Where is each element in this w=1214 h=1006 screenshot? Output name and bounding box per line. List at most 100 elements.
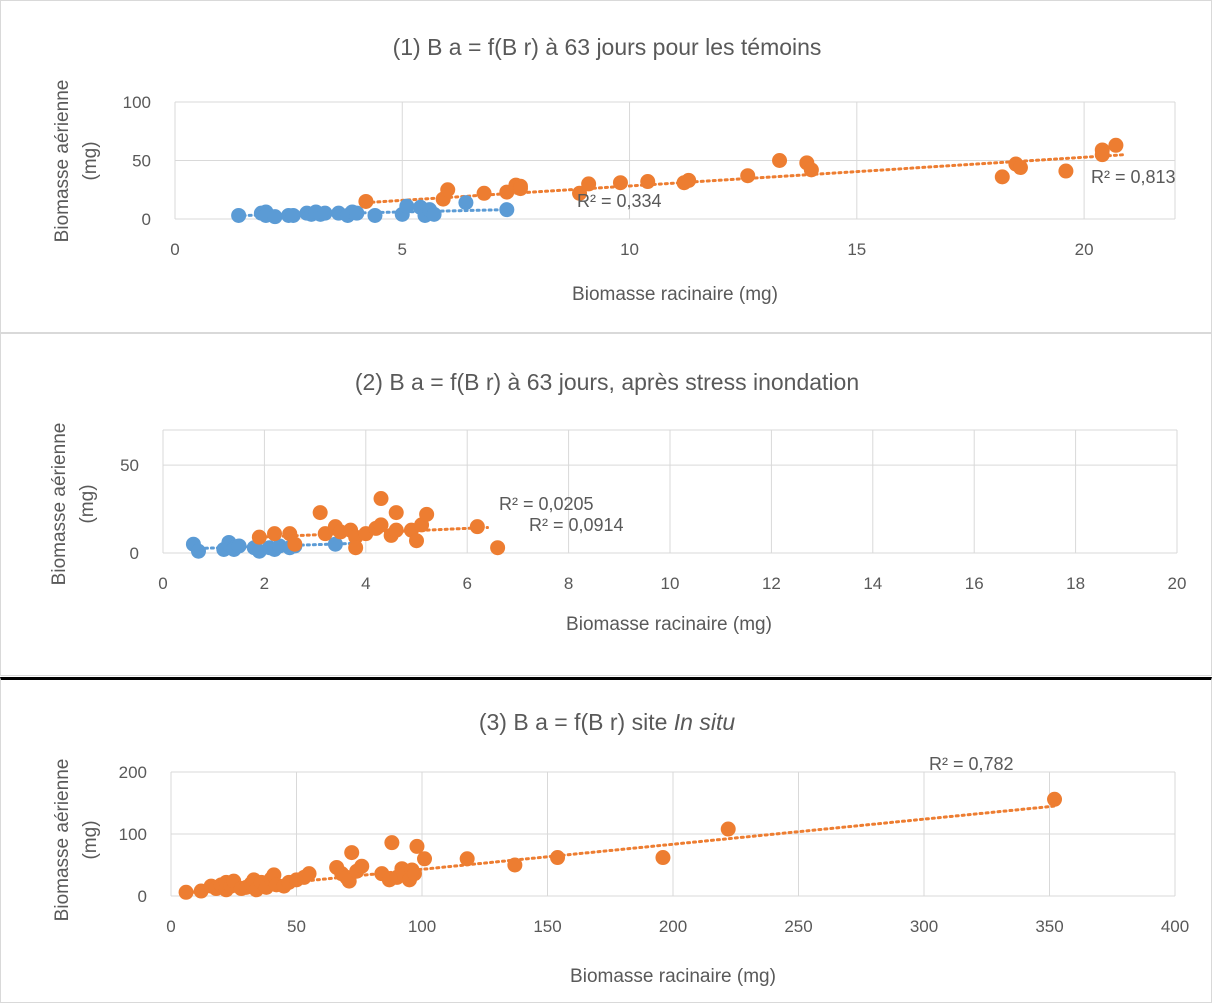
y-axis-label-line2: (mg) bbox=[77, 484, 98, 523]
data-point-orange bbox=[409, 533, 424, 549]
y-tick-label: 100 bbox=[123, 93, 151, 112]
x-tick-label: 18 bbox=[1066, 574, 1085, 593]
data-point-orange bbox=[1108, 137, 1124, 153]
data-point-orange bbox=[612, 175, 628, 191]
data-point-orange bbox=[640, 174, 656, 190]
r2-label-blue: R² = 0,334 bbox=[577, 191, 662, 211]
trendline-orange bbox=[184, 804, 1057, 895]
data-point-orange bbox=[803, 162, 819, 178]
data-point-blue bbox=[231, 538, 247, 554]
y-axis-label-line1: Biomasse aérienne bbox=[49, 423, 70, 586]
x-tick-label: 20 bbox=[1075, 240, 1094, 259]
chart-3: (3) B a = f(B r) site In situ Biomasse r… bbox=[52, 709, 1189, 987]
chart-panel-1: (1) B a = f(B r) à 63 jours pour les tém… bbox=[0, 0, 1212, 333]
data-point-orange bbox=[581, 176, 597, 192]
y-tick-label: 50 bbox=[132, 152, 151, 171]
y-axis-label-line2: (mg) bbox=[80, 820, 101, 859]
x-tick-label: 50 bbox=[287, 917, 306, 936]
data-point-orange bbox=[655, 850, 671, 866]
r2-label-orange: R² = 0,782 bbox=[929, 754, 1014, 774]
data-point-orange bbox=[572, 185, 588, 201]
data-point-orange bbox=[388, 522, 404, 538]
data-point-orange bbox=[384, 835, 400, 851]
data-point-orange bbox=[406, 866, 422, 882]
x-tick-label: 20 bbox=[1168, 574, 1187, 593]
data-point-orange bbox=[267, 526, 283, 542]
r2-label-orange: R² = 0,813 bbox=[1091, 167, 1176, 187]
chart-1: (1) B a = f(B r) à 63 jours pour les tém… bbox=[52, 34, 1176, 305]
data-point-orange bbox=[1094, 147, 1110, 163]
data-point-orange bbox=[469, 519, 485, 535]
data-point-orange bbox=[740, 168, 756, 184]
x-tick-label: 12 bbox=[762, 574, 781, 593]
data-point-orange bbox=[550, 850, 566, 866]
data-point-blue bbox=[267, 209, 283, 225]
data-point-orange bbox=[1012, 160, 1028, 176]
x-tick-label: 0 bbox=[158, 574, 167, 593]
x-tick-label: 100 bbox=[408, 917, 436, 936]
x-axis-label: Biomasse racinaire (mg) bbox=[566, 614, 772, 635]
x-tick-label: 150 bbox=[533, 917, 561, 936]
data-point-orange bbox=[512, 181, 528, 197]
data-point-orange bbox=[419, 506, 435, 522]
data-point-orange bbox=[373, 517, 389, 533]
x-tick-label: 6 bbox=[462, 574, 471, 593]
chart-title: (2) B a = f(B r) à 63 jours, après stres… bbox=[355, 369, 859, 395]
x-tick-label: 15 bbox=[847, 240, 866, 259]
x-tick-label: 200 bbox=[659, 917, 687, 936]
data-point-blue bbox=[367, 207, 383, 223]
chart-panel-3: (3) B a = f(B r) site In situ Biomasse r… bbox=[0, 677, 1212, 1003]
data-point-orange bbox=[373, 491, 389, 507]
data-point-orange bbox=[301, 866, 317, 882]
data-point-orange bbox=[440, 182, 456, 198]
data-point-orange bbox=[287, 536, 303, 552]
y-axis-label-line1: Biomasse aérienne bbox=[52, 80, 73, 243]
data-point-blue bbox=[285, 207, 301, 223]
data-point-orange bbox=[358, 193, 374, 209]
chart-2: (2) B a = f(B r) à 63 jours, après stres… bbox=[49, 369, 1187, 635]
chart-title-italic: In situ bbox=[674, 709, 736, 735]
y-tick-label: 50 bbox=[120, 456, 139, 475]
data-point-orange bbox=[178, 884, 194, 900]
r2-label-orange: R² = 0,0205 bbox=[499, 494, 594, 514]
data-point-orange bbox=[720, 821, 736, 837]
data-point-orange bbox=[772, 153, 788, 168]
y-axis-label-line1: Biomasse aérienne bbox=[52, 759, 73, 922]
chart-title: (1) B a = f(B r) à 63 jours pour les tém… bbox=[393, 34, 822, 60]
x-tick-label: 0 bbox=[166, 917, 175, 936]
x-tick-label: 0 bbox=[170, 240, 179, 259]
data-point-orange bbox=[507, 857, 523, 873]
data-point-orange bbox=[459, 851, 475, 867]
data-point-blue bbox=[317, 205, 333, 221]
data-point-blue bbox=[399, 198, 415, 214]
data-point-orange bbox=[476, 185, 492, 201]
x-tick-label: 8 bbox=[564, 574, 573, 593]
data-point-blue bbox=[426, 206, 442, 222]
x-tick-label: 2 bbox=[260, 574, 269, 593]
data-point-orange bbox=[681, 172, 697, 188]
data-point-orange bbox=[348, 540, 364, 556]
x-tick-label: 10 bbox=[620, 240, 639, 259]
x-tick-label: 4 bbox=[361, 574, 370, 593]
data-point-blue bbox=[458, 195, 474, 211]
data-point-orange bbox=[312, 505, 328, 521]
x-tick-label: 14 bbox=[863, 574, 882, 593]
data-point-orange bbox=[354, 858, 370, 874]
x-tick-label: 16 bbox=[965, 574, 984, 593]
x-axis-label: Biomasse racinaire (mg) bbox=[570, 966, 776, 987]
x-axis-label: Biomasse racinaire (mg) bbox=[572, 284, 778, 305]
y-tick-label: 100 bbox=[119, 825, 147, 844]
y-tick-label: 200 bbox=[119, 763, 147, 782]
chart-title: (3) B a = f(B r) site In situ bbox=[479, 709, 735, 735]
data-point-blue bbox=[231, 207, 247, 223]
y-tick-label: 0 bbox=[130, 544, 139, 563]
data-point-orange bbox=[994, 169, 1010, 185]
y-tick-label: 0 bbox=[142, 210, 151, 229]
x-tick-label: 350 bbox=[1035, 917, 1063, 936]
y-axis-label-line2: (mg) bbox=[80, 141, 101, 180]
r2-label-blue: R² = 0,0914 bbox=[529, 515, 624, 535]
x-tick-label: 300 bbox=[910, 917, 938, 936]
data-point-blue bbox=[349, 205, 365, 221]
data-point-orange bbox=[388, 505, 404, 521]
data-point-orange bbox=[251, 529, 267, 545]
